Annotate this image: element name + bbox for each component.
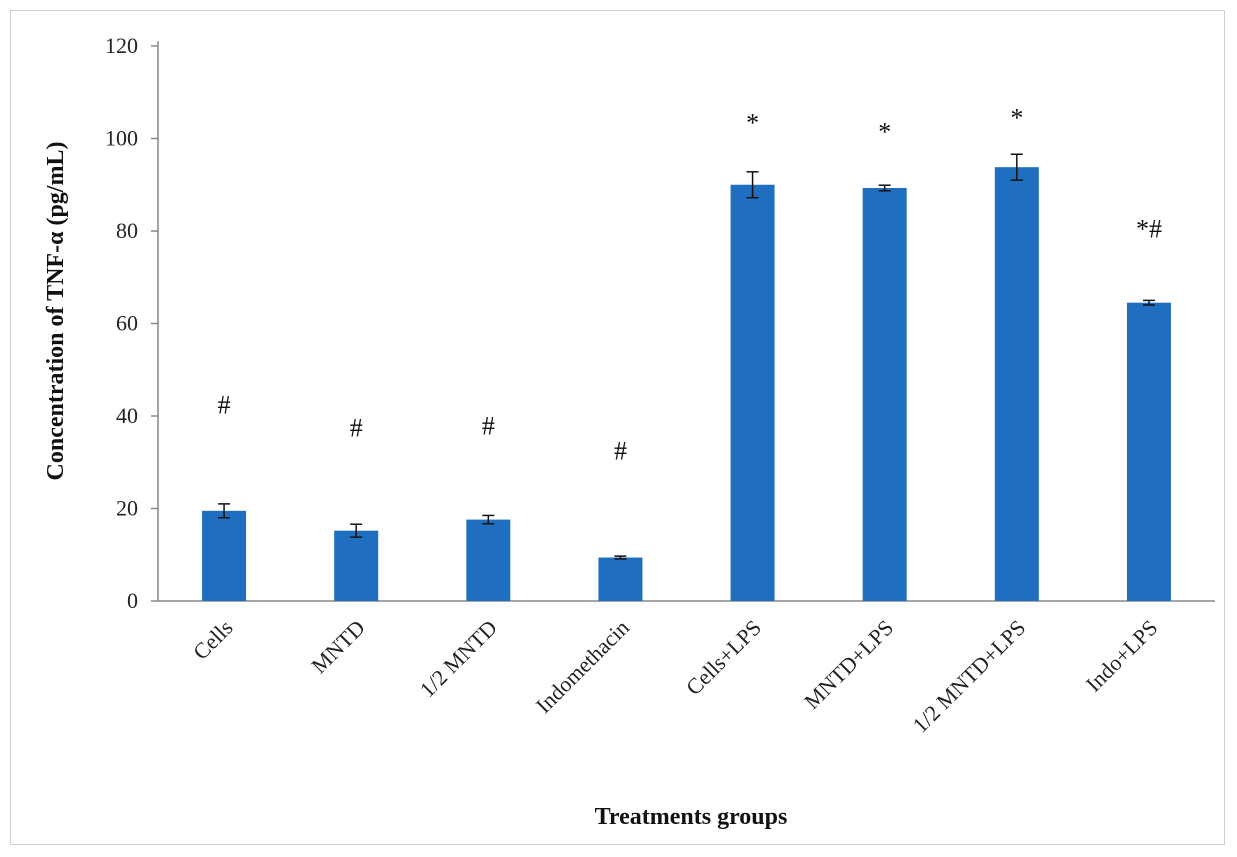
y-tick-label: 20 — [116, 496, 138, 521]
y-tick-label: 120 — [105, 33, 138, 58]
significance-label: * — [878, 118, 891, 147]
y-axis-title: Concentration of TNF-α (pg/mL) — [43, 142, 69, 481]
category-labels: Cells MNTD 1/2 MNTD Indomethacin Cells+LPS MN… — [188, 615, 1163, 738]
x-tick-label: 1/2 MNTD+LPS — [908, 615, 1031, 738]
significance-label: # — [482, 411, 495, 440]
bar — [862, 187, 907, 602]
x-tick-label: 1/2 MNTD — [415, 615, 502, 702]
significance-label: # — [218, 390, 231, 419]
y-tick-label: 80 — [116, 218, 138, 243]
y-tick-label: 100 — [105, 126, 138, 151]
x-tick-label: MNTD+LPS — [799, 615, 898, 714]
bar — [466, 519, 511, 601]
x-tick-label: Cells+LPS — [681, 615, 766, 700]
bar — [994, 167, 1039, 602]
y-axis: 0 20 40 60 80 100 120 — [105, 33, 159, 613]
error-bars — [218, 153, 1155, 560]
chart-frame: 0 20 40 60 80 100 120 # # # # * * * *# Cells MNTD 1/2 M… — [10, 10, 1225, 845]
y-tick-label: 0 — [127, 588, 138, 613]
bar — [202, 510, 247, 601]
significance-label: *# — [1136, 215, 1162, 244]
bar-chart: 0 20 40 60 80 100 120 # # # # * * * *# Cells MNTD 1/2 M… — [43, 33, 1215, 830]
bar — [334, 530, 379, 601]
x-tick-label: Indomethacin — [531, 615, 634, 718]
y-tick-label: 40 — [116, 403, 138, 428]
y-tick-label: 60 — [116, 311, 138, 336]
significance-label: * — [1010, 104, 1023, 133]
significance-label: * — [746, 108, 759, 137]
significance-label: # — [350, 414, 363, 443]
bar — [730, 184, 775, 601]
x-axis-title: Treatments groups — [595, 804, 788, 830]
bars — [202, 167, 1171, 602]
x-tick-label: MNTD — [306, 615, 369, 678]
significance-label: # — [614, 437, 627, 466]
bar — [598, 557, 643, 601]
x-tick-label: Indo+LPS — [1081, 615, 1163, 697]
bar — [1126, 302, 1171, 601]
significance-annotations: # # # # * * * *# — [218, 104, 1162, 466]
x-tick-label: Cells — [188, 615, 238, 665]
